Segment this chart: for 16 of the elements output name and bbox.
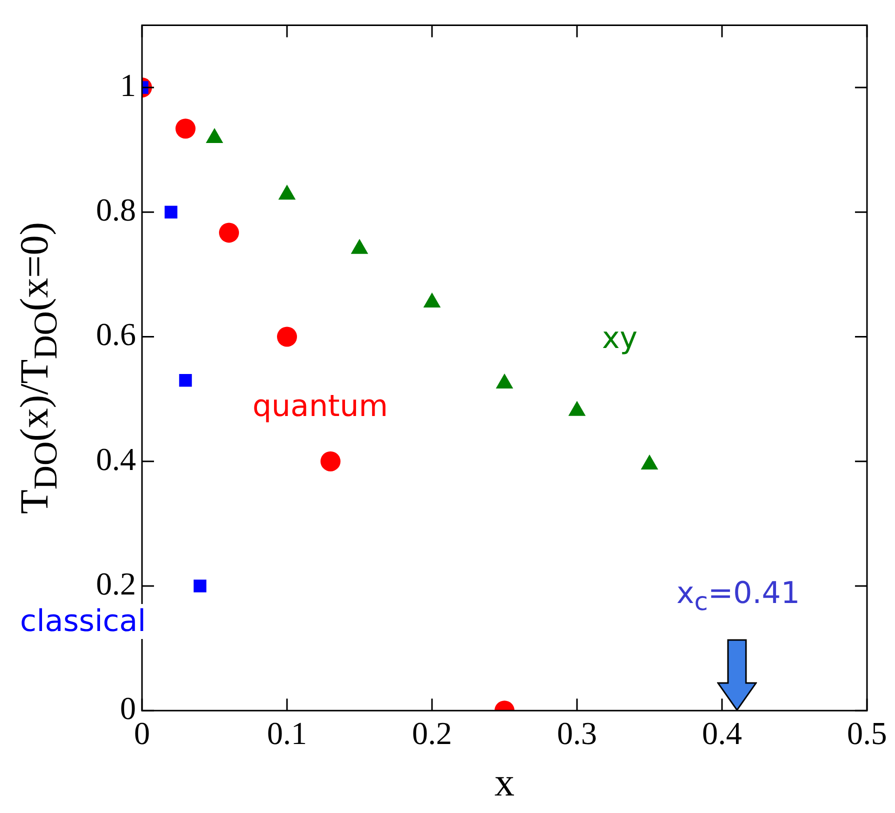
series-label: classical — [20, 604, 146, 639]
y-tick-label: 0.2 — [96, 565, 136, 602]
y-tick-label: 0.6 — [96, 316, 136, 352]
series-label: xy — [602, 320, 638, 356]
annotation: x$_{c}$=0.41 — [676, 576, 800, 616]
y-tick-label: 0 — [120, 690, 136, 726]
x-tick-label: 0.5 — [847, 715, 887, 752]
x-tick-label: 0.4 — [702, 715, 742, 752]
x-axis-title: x — [494, 760, 514, 804]
y-tick-label: 1 — [120, 66, 136, 103]
x-tick-label: 0.3 — [557, 715, 597, 752]
x-tick-label: 0.2 — [412, 715, 452, 752]
series-label: quantum — [252, 389, 388, 424]
x-tick-label: 0.1 — [267, 715, 307, 752]
y-tick-label: 0.8 — [96, 192, 136, 228]
y-tick-label: 0.4 — [96, 440, 136, 477]
